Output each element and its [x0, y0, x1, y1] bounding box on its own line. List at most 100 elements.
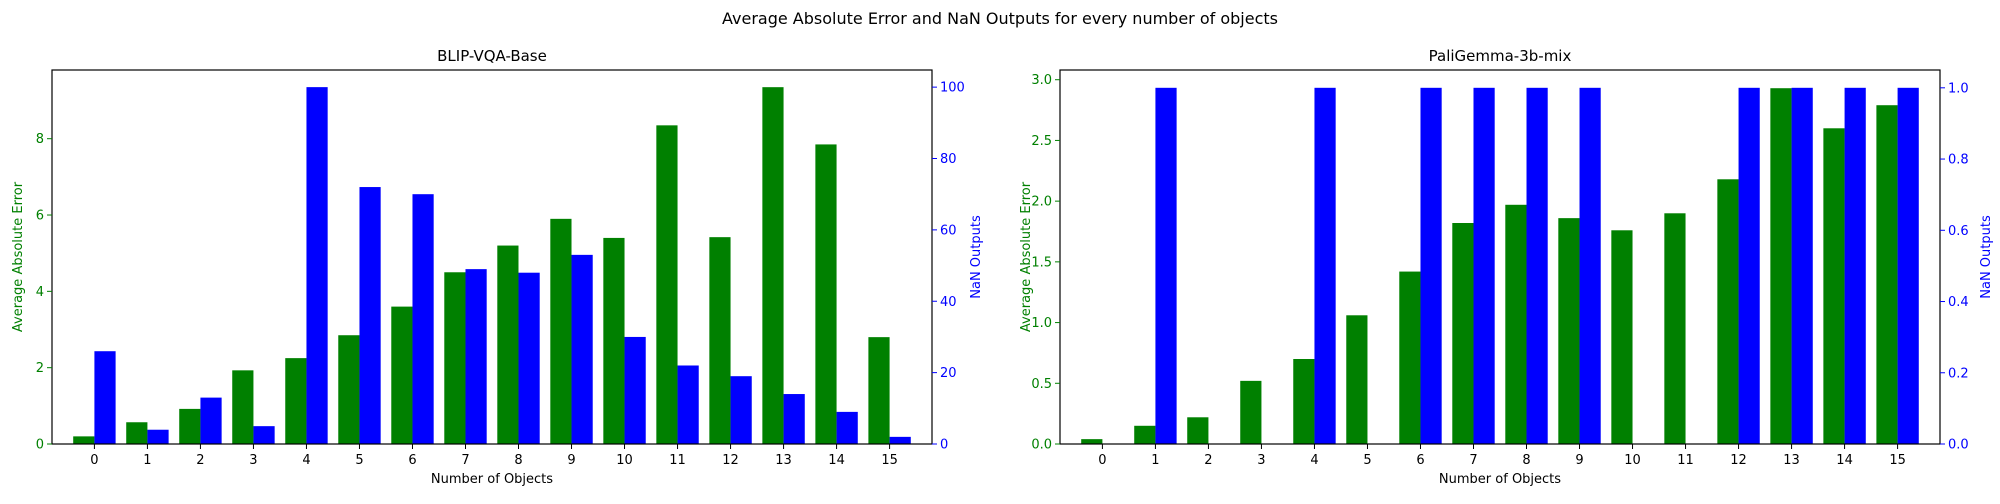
nan-bar-2: [200, 397, 222, 444]
nan-bar-12: [1738, 87, 1760, 444]
nan-bar-6: [412, 194, 434, 444]
right-y-tick-label: 0.6: [1948, 224, 1969, 239]
x-tick-label: 1: [1151, 453, 1159, 468]
chart-panel-1: 0 1 2 3 4 5 6 7 8 9 10 11 12 13 14 1502468020406080100B…: [11, 47, 984, 487]
error-bar-6: [391, 306, 413, 444]
x-tick-label: 12: [1730, 453, 1747, 468]
error-bar-10: [1611, 230, 1633, 444]
nan-bar-8: [518, 272, 540, 444]
x-tick-label: 4: [302, 453, 310, 468]
right-y-tick-label: 0.0: [1948, 438, 1969, 453]
nan-bar-7: [465, 269, 487, 444]
x-tick-label: 2: [1204, 453, 1212, 468]
error-bar-8: [1505, 204, 1527, 444]
left-y-tick-label: 1.5: [1031, 255, 1052, 270]
error-bar-5: [1346, 315, 1368, 444]
error-bar-11: [656, 125, 678, 444]
left-y-axis-label: Average Absolute Error: [11, 181, 26, 332]
x-tick-label: 10: [1624, 453, 1641, 468]
nan-bar-5: [359, 187, 381, 445]
nan-bar-10: [624, 336, 646, 444]
error-bar-15: [868, 337, 890, 444]
error-bar-9: [550, 218, 572, 444]
plot-frame: [51, 69, 933, 445]
right-y-tick-label: 80: [940, 152, 957, 167]
panel-title: PaliGemma-3b-mix: [1429, 47, 1572, 65]
x-tick-label: 5: [1363, 453, 1371, 468]
x-tick-label: 11: [669, 453, 686, 468]
nan-bar-1: [1155, 87, 1177, 444]
error-bar-3: [232, 370, 254, 444]
x-tick-label: 0: [1098, 453, 1106, 468]
error-bar-6: [1399, 271, 1421, 444]
x-tick-label: 15: [881, 453, 898, 468]
x-tick-label: 4: [1310, 453, 1318, 468]
error-bar-5: [338, 335, 360, 444]
right-y-tick-label: 0.2: [1948, 366, 1969, 381]
error-bar-9: [1558, 218, 1580, 444]
x-tick-label: 5: [355, 453, 363, 468]
error-bar-0: [1081, 439, 1103, 444]
error-bar-4: [285, 358, 307, 444]
x-tick-label: 9: [1575, 453, 1583, 468]
x-axis-label: Number of Objects: [1439, 472, 1561, 487]
chart-panel-2: 0 1 2 3 4 5 6 7 8 9 10 11 12 13 14 150.00.51.01.52.02.5…: [1019, 47, 1994, 487]
x-tick-label: 8: [1522, 453, 1530, 468]
figure-suptitle: Average Absolute Error and NaN Outputs f…: [722, 9, 1278, 28]
x-tick-label: 13: [1783, 453, 1800, 468]
left-y-axis-label: Average Absolute Error: [1019, 181, 1034, 332]
x-tick-label: 7: [461, 453, 469, 468]
x-tick-label: 0: [90, 453, 98, 468]
right-y-tick-label: 40: [940, 295, 957, 310]
error-bar-1: [126, 422, 148, 444]
error-bar-1: [1134, 425, 1156, 444]
right-y-tick-label: 0.4: [1948, 295, 1969, 310]
x-tick-label: 8: [514, 453, 522, 468]
error-bar-10: [603, 237, 625, 444]
nan-bar-9: [571, 254, 593, 444]
nan-bar-13: [1791, 87, 1813, 444]
error-bar-14: [815, 144, 837, 445]
x-tick-label: 14: [828, 453, 845, 468]
right-y-tick-label: 0: [940, 438, 948, 453]
plot-frame: [1059, 69, 1941, 445]
nan-bar-8: [1526, 87, 1548, 444]
x-tick-label: 3: [1257, 453, 1265, 468]
x-tick-label: 13: [775, 453, 792, 468]
right-y-tick-label: 1.0: [1948, 81, 1969, 96]
nan-bar-7: [1473, 87, 1495, 444]
x-tick-label: 6: [408, 453, 416, 468]
nan-bar-15: [889, 436, 911, 444]
error-bar-11: [1664, 213, 1686, 444]
left-y-tick-label: 2.5: [1031, 134, 1052, 149]
x-tick-label: 1: [143, 453, 151, 468]
right-y-axis-label: NaN Outputs: [1979, 215, 1994, 299]
left-y-tick-label: 2: [36, 361, 44, 376]
left-y-tick-label: 0: [36, 438, 44, 453]
x-tick-label: 12: [722, 453, 739, 468]
left-y-tick-label: 6: [36, 209, 44, 224]
left-y-tick-label: 0.0: [1031, 438, 1052, 453]
right-y-axis-label: NaN Outputs: [969, 215, 984, 299]
left-y-tick-label: 1.0: [1031, 316, 1052, 331]
left-y-tick-label: 2.0: [1031, 195, 1052, 210]
error-bar-13: [1770, 88, 1792, 445]
x-tick-label: 11: [1677, 453, 1694, 468]
error-bar-14: [1823, 128, 1845, 445]
nan-bar-13: [783, 394, 805, 444]
nan-bar-14: [1844, 87, 1866, 444]
nan-bar-14: [836, 411, 858, 444]
error-bar-3: [1240, 380, 1262, 444]
nan-bar-11: [677, 365, 699, 444]
nan-bar-3: [253, 426, 275, 444]
x-tick-label: 7: [1469, 453, 1477, 468]
nan-bar-0: [94, 351, 116, 444]
left-y-tick-label: 8: [36, 132, 44, 147]
nan-bar-6: [1420, 87, 1442, 444]
error-bar-4: [1293, 359, 1315, 444]
left-y-tick-label: 3.0: [1031, 73, 1052, 88]
error-bar-12: [709, 237, 731, 444]
nan-bar-4: [1314, 87, 1336, 444]
nan-bar-12: [730, 376, 752, 444]
